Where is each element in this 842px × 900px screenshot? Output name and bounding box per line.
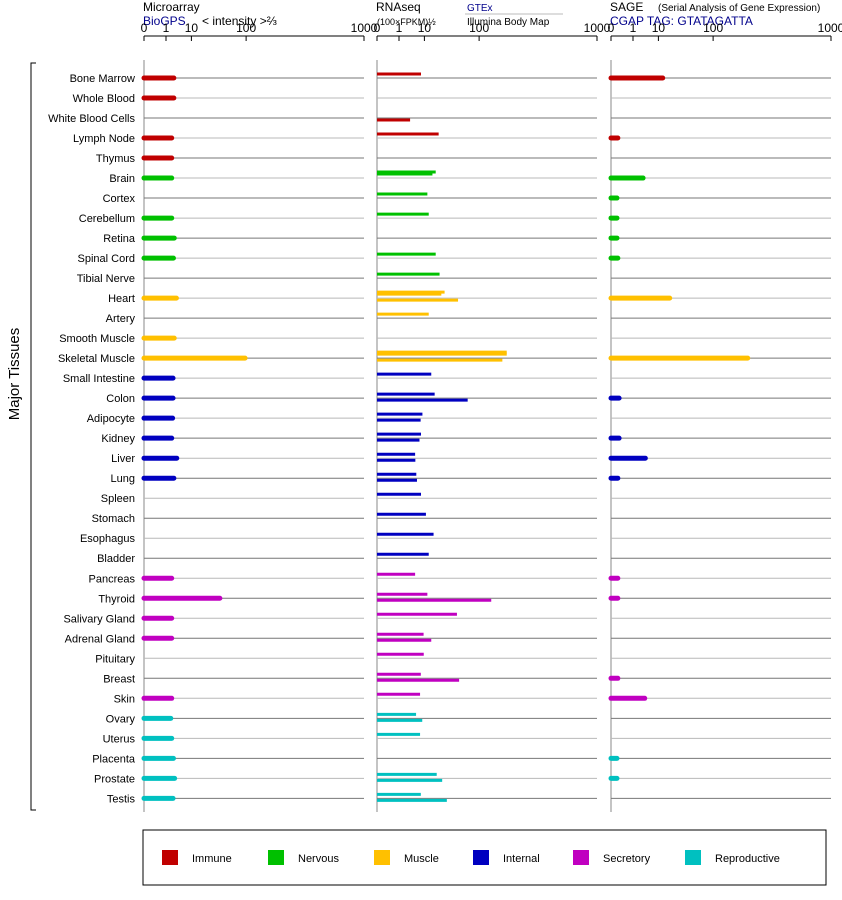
tissue-label: Heart	[108, 293, 135, 305]
tissue-label: Retina	[103, 233, 136, 245]
tissue-label: Artery	[106, 313, 136, 325]
panel-subtitle: CGAP TAG: GTATAGATTA	[610, 14, 753, 28]
tissue-label: Breast	[103, 673, 135, 685]
legend-swatch-secretory	[573, 850, 589, 865]
x-axis-tick-label: 1	[163, 21, 170, 35]
tissue-label: Skin	[114, 693, 135, 705]
x-axis-tick-label: 1	[396, 21, 403, 35]
legend-swatch-internal	[473, 850, 489, 865]
x-axis-tick-label: 1000	[351, 21, 378, 35]
tissue-label: Ovary	[106, 713, 136, 725]
legend-swatch-nervous	[268, 850, 284, 865]
legend-label-reproductive: Reproductive	[715, 853, 780, 865]
tissue-label: Thymus	[96, 153, 136, 165]
tissue-label: Uterus	[103, 733, 136, 745]
legend-label-internal: Internal	[503, 853, 540, 865]
panel-subtitle: (100×FPKM)½	[377, 17, 436, 27]
x-axis-tick-label: 10	[418, 21, 432, 35]
tissue-label: Brain	[109, 173, 135, 185]
legend-label-muscle: Muscle	[404, 853, 439, 865]
panel-note: (Serial Analysis of Gene Expression)	[658, 3, 820, 14]
tissue-label: Placenta	[92, 753, 136, 765]
tissue-label: Whole Blood	[73, 93, 135, 105]
x-axis-tick-label: 100	[703, 21, 723, 35]
x-axis-tick-label: 1000	[818, 21, 842, 35]
x-axis-tick-label: 1	[630, 21, 637, 35]
tissue-label: Small Intestine	[63, 373, 135, 385]
tissue-label: Tibial Nerve	[77, 273, 135, 285]
tissue-label: Pituitary	[95, 653, 135, 665]
tissue-label: Lung	[111, 473, 135, 485]
x-axis-tick-label: 10	[185, 21, 199, 35]
legend-swatch-reproductive	[685, 850, 701, 865]
tissue-label: White Blood Cells	[48, 113, 135, 125]
legend-swatch-muscle	[374, 850, 390, 865]
x-axis-tick-label: 0	[374, 21, 381, 35]
tissue-label: Esophagus	[80, 533, 136, 545]
tissue-label: Prostate	[94, 773, 135, 785]
tissue-label: Kidney	[101, 433, 135, 445]
tissue-label: Testis	[107, 793, 136, 805]
legend-label-nervous: Nervous	[298, 853, 339, 865]
tissue-label: Smooth Muscle	[59, 333, 135, 345]
legend-swatch-immune	[162, 850, 178, 865]
major-tissues-label: Major Tissues	[6, 328, 23, 421]
tissue-label: Spinal Cord	[78, 253, 135, 265]
legend-label-immune: Immune	[192, 853, 232, 865]
panel-title: RNAseq	[376, 0, 421, 14]
legend-label-secretory: Secretory	[603, 853, 651, 865]
x-axis-tick-label: 1000	[584, 21, 611, 35]
tissue-label: Cortex	[103, 193, 136, 205]
tissue-label: Lymph Node	[73, 133, 135, 145]
tissue-label: Stomach	[92, 513, 135, 525]
tissue-label: Thyroid	[98, 593, 135, 605]
tissue-label: Spleen	[101, 493, 135, 505]
x-axis-tick-label: 10	[652, 21, 666, 35]
tissue-bracket	[30, 62, 36, 811]
tissue-label: Liver	[111, 453, 135, 465]
panel-subtitle: BioGPS	[143, 14, 186, 28]
x-axis-tick-label: 100	[236, 21, 256, 35]
panel-title: SAGE	[610, 0, 643, 14]
tissue-label: Salivary Gland	[63, 613, 135, 625]
x-axis-tick-label: 100	[469, 21, 489, 35]
x-axis-tick-label: 0	[608, 21, 615, 35]
tissue-label: Bladder	[97, 553, 135, 565]
tissue-label: Colon	[106, 393, 135, 405]
tissue-label: Skeletal Muscle	[58, 353, 135, 365]
tissue-label: Adrenal Gland	[65, 633, 135, 645]
source-bodymap-label: Illumina Body Map	[467, 17, 550, 28]
intensity-label: < intensity >⅔	[202, 14, 277, 28]
x-axis-tick-label: 0	[141, 21, 148, 35]
panel-title: Microarray	[143, 0, 200, 14]
tissue-label: Pancreas	[89, 573, 136, 585]
tissue-label: Bone Marrow	[70, 73, 135, 85]
tissue-label: Cerebellum	[79, 213, 135, 225]
tissue-label: Adipocyte	[87, 413, 135, 425]
source-gtex-label: GTEx	[467, 3, 493, 14]
